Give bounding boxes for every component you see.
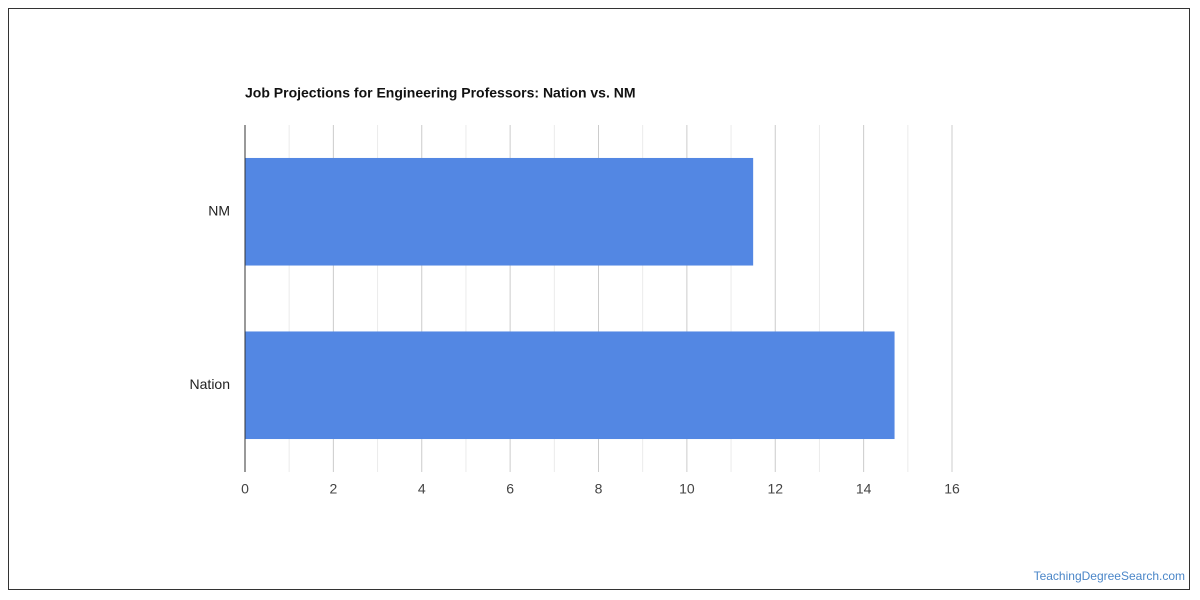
x-tick-label: 10 <box>679 481 695 497</box>
x-tick-label: 0 <box>241 481 249 497</box>
x-tick-label: 6 <box>506 481 514 497</box>
chart-title: Job Projections for Engineering Professo… <box>245 85 636 101</box>
source-link[interactable]: TeachingDegreeSearch.com <box>1034 569 1185 583</box>
x-tick-label: 4 <box>418 481 426 497</box>
y-tick-label: Nation <box>190 376 230 392</box>
x-tick-label: 8 <box>595 481 603 497</box>
y-tick-label: NM <box>208 202 230 218</box>
x-tick-label: 2 <box>329 481 337 497</box>
x-tick-label: 12 <box>767 481 783 497</box>
bar <box>245 157 754 266</box>
bar <box>245 331 895 440</box>
x-tick-label: 16 <box>944 481 960 497</box>
x-tick-label: 14 <box>856 481 872 497</box>
